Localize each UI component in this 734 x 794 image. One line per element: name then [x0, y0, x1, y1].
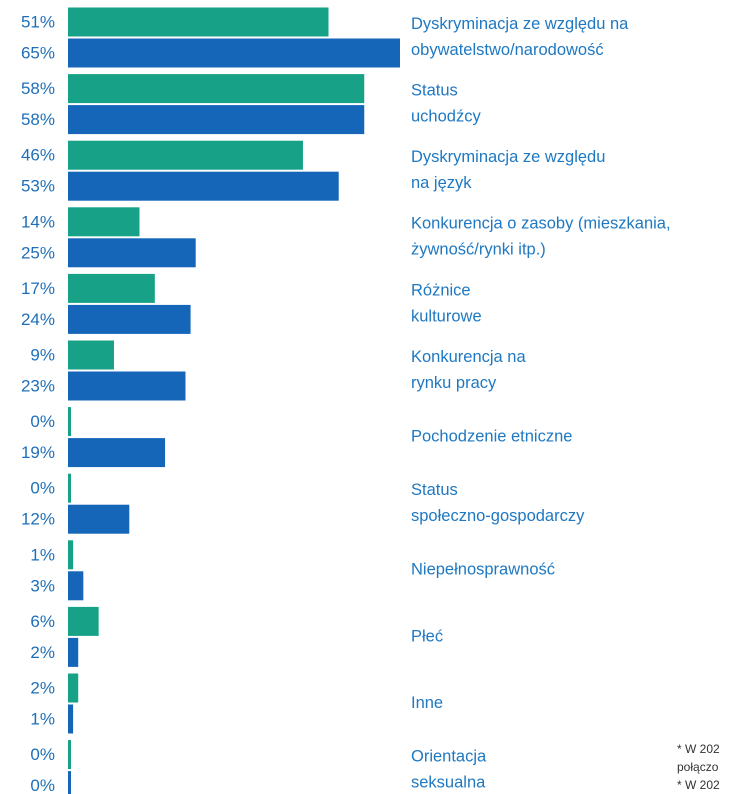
value-label: 17%: [21, 279, 55, 298]
bar: [68, 207, 140, 237]
bar: [68, 637, 79, 667]
category-label: Pochodzenie etniczne: [411, 427, 572, 445]
category-label: Dyskryminacja ze względu na: [411, 15, 629, 33]
category-label: uchodźcy: [411, 107, 481, 125]
footnote: połączo: [677, 760, 719, 774]
bar: [68, 304, 191, 334]
category-label: Status: [411, 81, 458, 99]
category-label: Różnice: [411, 281, 471, 299]
category-label: Konkurencja na: [411, 348, 526, 366]
bar: [68, 38, 400, 68]
bar: [68, 771, 71, 794]
value-label: 0%: [30, 776, 55, 794]
value-label: 46%: [21, 146, 55, 165]
bar: [68, 7, 329, 37]
value-label: 3%: [30, 576, 55, 595]
value-label: 6%: [30, 612, 55, 631]
value-label: 58%: [21, 79, 55, 98]
bar: [68, 571, 84, 601]
value-label: 14%: [21, 212, 55, 231]
bar: [68, 438, 166, 468]
bar: [68, 140, 303, 170]
bar: [68, 407, 71, 437]
value-label: 53%: [21, 177, 55, 196]
category-label: Płeć: [411, 627, 443, 645]
value-label: 0%: [30, 412, 55, 431]
value-label: 23%: [21, 376, 55, 395]
bar: [68, 606, 99, 636]
value-label: 0%: [30, 745, 55, 764]
category-label: Dyskryminacja ze względu: [411, 148, 605, 166]
bar: [68, 105, 365, 135]
category-label: Status: [411, 481, 458, 499]
bar: [68, 540, 74, 570]
bar: [68, 171, 339, 201]
bar: [68, 504, 130, 534]
value-label: 19%: [21, 443, 55, 462]
category-label: seksualna: [411, 773, 486, 791]
category-label: Niepełnosprawność: [411, 561, 555, 579]
bar: [68, 74, 365, 104]
value-label: 25%: [21, 243, 55, 262]
bar: [68, 740, 71, 770]
bar: [68, 371, 186, 401]
category-label: Konkurencja o zasoby (mieszkania,: [411, 215, 671, 233]
category-label: obywatelstwo/narodowość: [411, 41, 604, 59]
bar: [68, 340, 114, 370]
category-label: Orientacja: [411, 747, 487, 765]
value-label: 51%: [21, 12, 55, 31]
value-label: 1%: [30, 709, 55, 728]
category-label: społeczno-gospodarczy: [411, 507, 585, 525]
category-label: na język: [411, 174, 472, 192]
value-label: 1%: [30, 545, 55, 564]
bar: [68, 673, 79, 703]
value-label: 12%: [21, 510, 55, 529]
footnote: * W 202: [677, 778, 720, 792]
value-label: 65%: [21, 43, 55, 62]
category-label: kulturowe: [411, 307, 482, 325]
category-label: rynku pracy: [411, 374, 497, 392]
bar: [68, 704, 74, 734]
value-label: 9%: [30, 345, 55, 364]
category-label: Inne: [411, 694, 443, 712]
value-label: 2%: [30, 643, 55, 662]
bar: [68, 238, 196, 268]
footnote: * W 202: [677, 742, 720, 756]
value-label: 24%: [21, 310, 55, 329]
bar: [68, 273, 155, 303]
value-label: 0%: [30, 479, 55, 498]
value-label: 58%: [21, 110, 55, 129]
category-label: żywność/rynki itp.): [411, 241, 546, 259]
bar: [68, 473, 71, 503]
value-label: 2%: [30, 678, 55, 697]
